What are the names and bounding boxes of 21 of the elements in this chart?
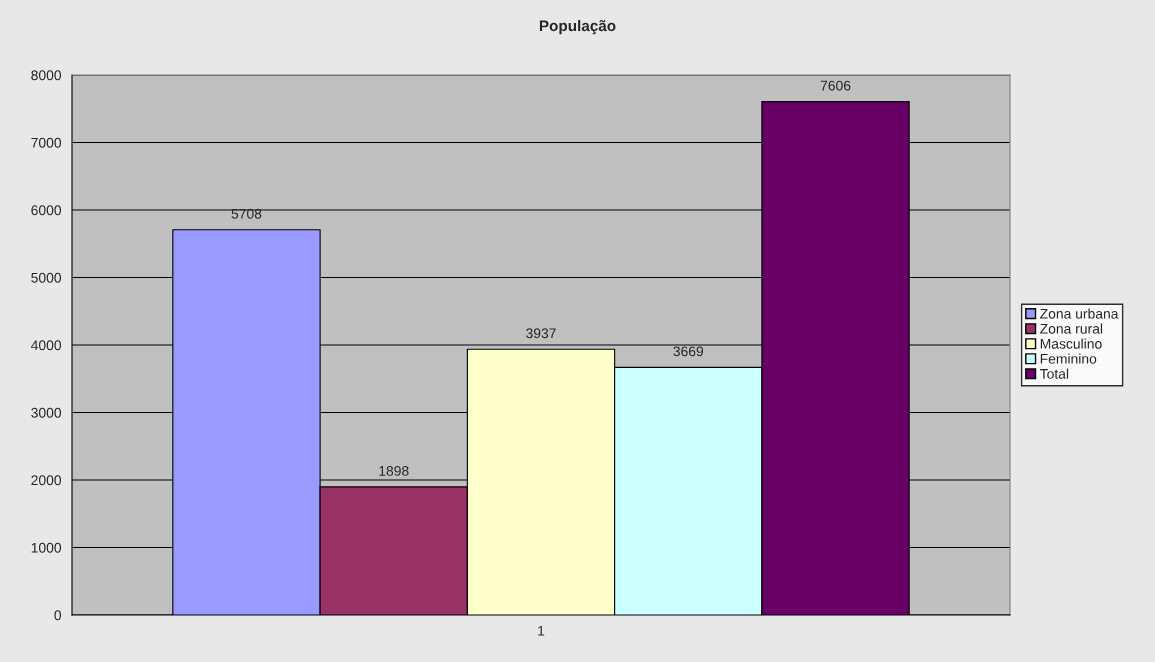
data-label: 3669: [673, 346, 704, 357]
chart-title: População: [539, 20, 616, 35]
x-tick-label: 1: [538, 625, 545, 636]
data-label: 5708: [231, 208, 262, 219]
data-label: 1898: [379, 465, 409, 476]
data-label: 3937: [526, 328, 556, 339]
y-tick-label: 5000: [31, 272, 62, 283]
y-tick-label: 1000: [31, 542, 62, 553]
data-label: 7606: [820, 80, 851, 91]
legend-label: Total: [1040, 368, 1069, 379]
legend-label: Zona urbana: [1040, 308, 1119, 319]
y-tick-label: 8000: [31, 70, 62, 81]
y-tick-label: 6000: [31, 205, 62, 216]
legend-label: Feminino: [1040, 353, 1097, 364]
y-tick-label: 0: [54, 610, 62, 621]
y-tick-label: 7000: [31, 137, 62, 148]
y-tick-label: 2000: [31, 475, 62, 486]
y-tick-label: 4000: [31, 340, 62, 351]
legend-label: Zona rural: [1040, 323, 1103, 334]
y-tick-label: 3000: [31, 407, 62, 418]
legend-label: Masculino: [1040, 338, 1102, 349]
